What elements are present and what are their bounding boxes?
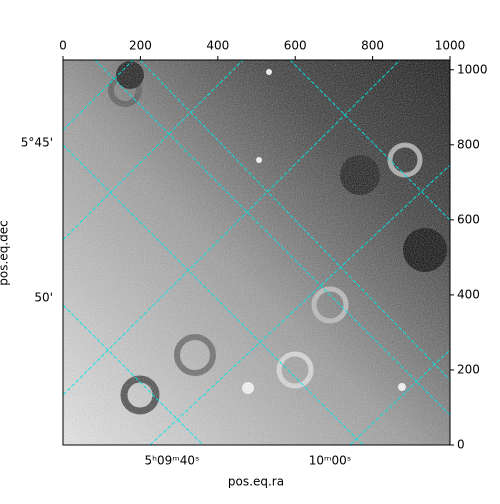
grid-line <box>349 349 450 445</box>
grid-line <box>63 144 364 445</box>
y-tick-label: 400 <box>457 287 480 301</box>
x-tick-label: 800 <box>361 39 384 53</box>
grid-line <box>63 60 401 396</box>
x-tick-label: 400 <box>206 39 229 53</box>
y-tick-label: 200 <box>457 362 480 376</box>
y-tick-label: 800 <box>457 137 480 151</box>
axes-frame <box>62 59 451 446</box>
grid-line <box>63 60 134 131</box>
y-tick-label: 600 <box>457 212 480 226</box>
grid-line <box>63 304 204 445</box>
ra-tick-label: 10ᵐ00ˢ <box>309 454 352 468</box>
x-axis-label: pos.eq.ra <box>228 475 284 489</box>
x-tick-label: 0 <box>59 39 67 53</box>
x-tick-label: 600 <box>284 39 307 53</box>
y-tick-label: 0 <box>457 438 465 452</box>
dec-tick-label: 50' <box>34 291 53 305</box>
dec-tick-label: 5°45' <box>21 136 53 150</box>
coordinate-grid <box>63 60 450 445</box>
image <box>63 60 450 445</box>
x-tick-label: 200 <box>129 39 152 53</box>
x-tick-label: 1000 <box>435 39 466 53</box>
y-tick-label: 1000 <box>457 62 488 76</box>
grid-line <box>149 164 450 445</box>
grid-line <box>63 60 244 241</box>
grid-line <box>289 60 450 221</box>
y-axis-label: pos.eq.dec <box>0 220 11 285</box>
grid-line <box>139 60 450 381</box>
ra-tick-label: 5ʰ09ᵐ40ˢ <box>145 454 200 468</box>
